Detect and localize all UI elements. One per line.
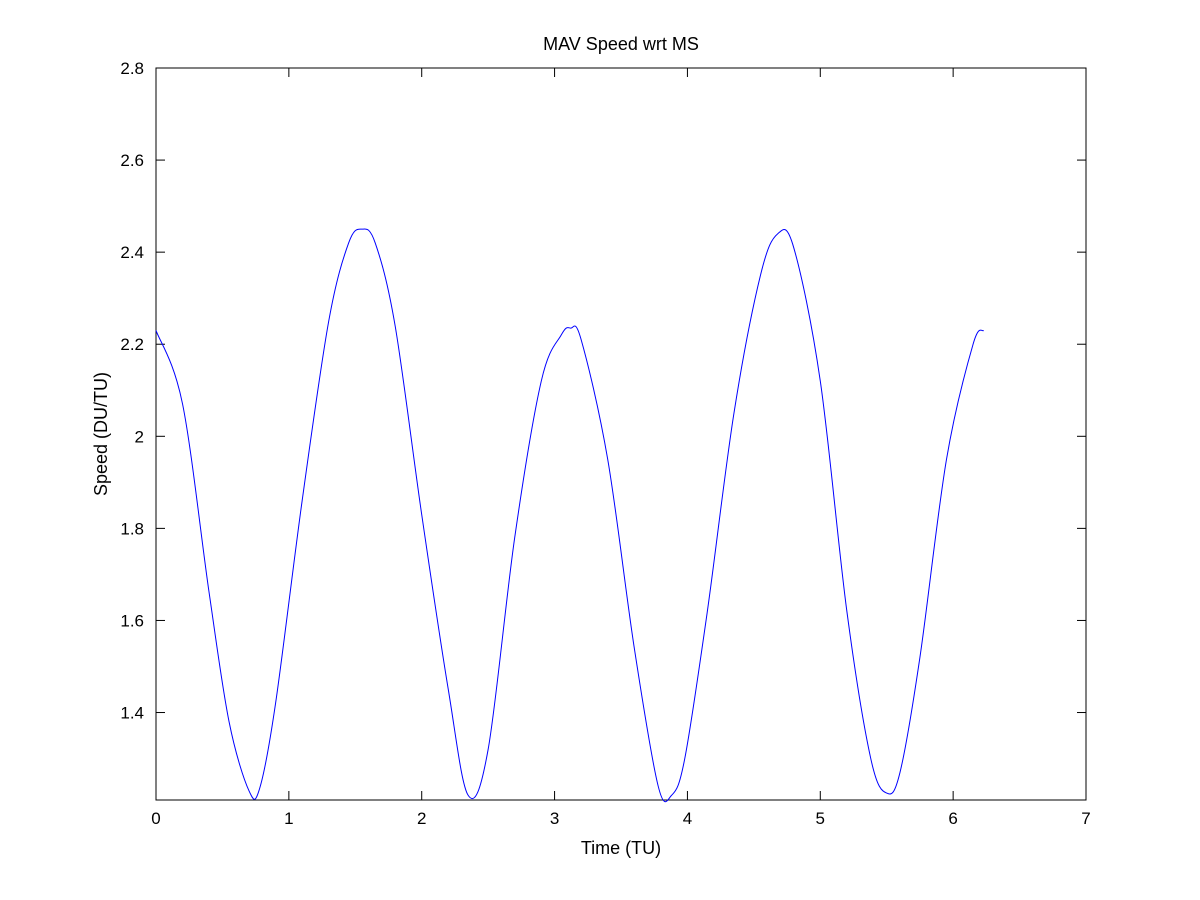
y-tick-label: 1.8 (120, 519, 144, 538)
x-tick-label: 6 (948, 809, 957, 828)
y-tick-label: 2.4 (120, 243, 144, 262)
x-tick-label: 5 (816, 809, 825, 828)
x-tick-label: 2 (417, 809, 426, 828)
chart-title: MAV Speed wrt MS (543, 34, 699, 54)
x-tick-label: 0 (151, 809, 160, 828)
tick-labels: 0 1 2 3 4 5 6 7 1.4 1.6 1.8 2 2.2 2.4 2.6 2.8 (120, 59, 1090, 828)
y-tick-label: 1.6 (120, 611, 144, 630)
x-tick-label: 3 (550, 809, 559, 828)
y-tick-label: 2.8 (120, 59, 144, 78)
speed-series-line (155, 228, 985, 803)
x-axis-label: Time (TU) (581, 838, 661, 858)
x-tick-label: 1 (284, 809, 293, 828)
plot-area (155, 67, 1087, 801)
y-tick-label: 2 (135, 427, 144, 446)
y-tick-label: 2.2 (120, 335, 144, 354)
x-tick-label: 4 (683, 809, 692, 828)
y-axis-label: Speed (DU/TU) (91, 372, 111, 496)
x-tick-label: 7 (1081, 809, 1090, 828)
axis-ticks (155, 67, 1087, 800)
y-tick-label: 2.6 (120, 151, 144, 170)
y-tick-label: 1.4 (120, 704, 144, 723)
